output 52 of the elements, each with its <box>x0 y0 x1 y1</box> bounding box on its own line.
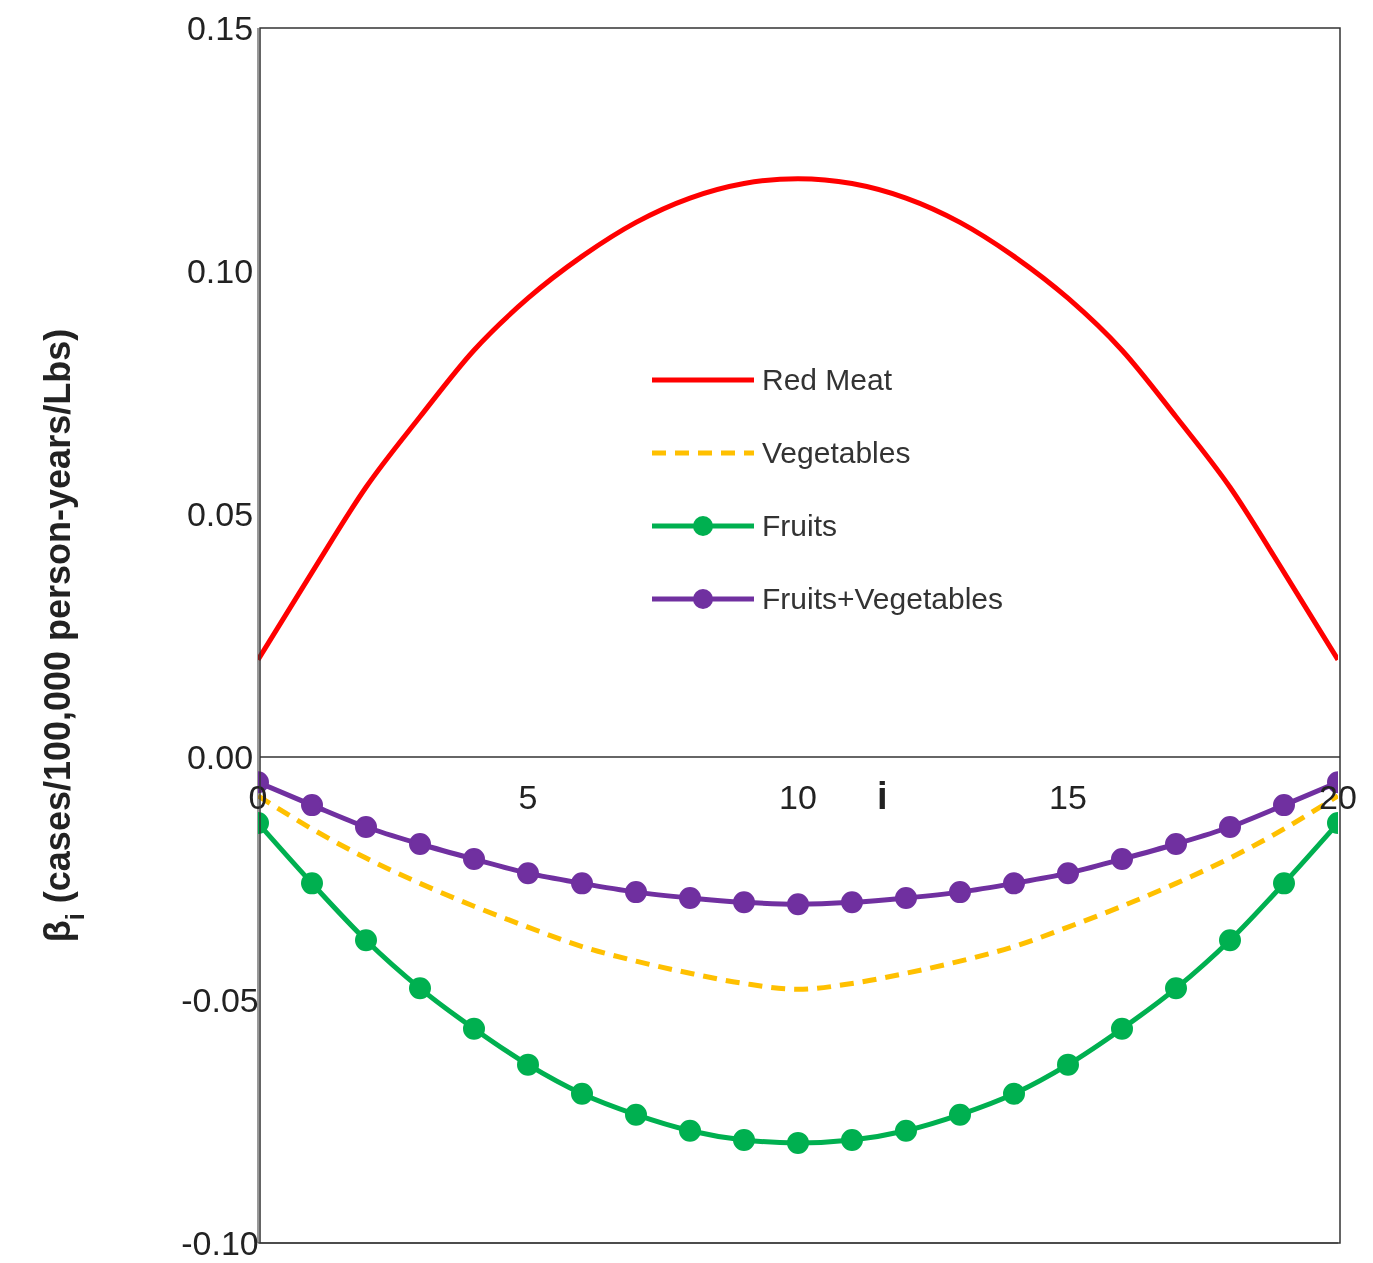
x-axis-title: i <box>876 775 888 817</box>
legend-label: Fruits <box>762 508 837 543</box>
point <box>1273 872 1295 895</box>
point <box>301 794 323 817</box>
point <box>625 881 647 904</box>
point <box>1057 862 1079 885</box>
point <box>1165 832 1187 855</box>
point <box>1111 848 1133 871</box>
y-tick-label: -0.10 <box>181 1224 259 1262</box>
point <box>949 881 971 904</box>
point <box>625 1103 647 1126</box>
point <box>787 1131 809 1154</box>
x-tick-label: 5 <box>518 778 538 816</box>
point <box>1165 977 1187 1000</box>
point <box>841 1128 863 1151</box>
x-tick-label: 15 <box>1049 778 1087 816</box>
point <box>463 1017 485 1040</box>
y-tick-label: 0.15 <box>186 9 254 47</box>
point <box>355 815 377 838</box>
point <box>1057 1053 1079 1076</box>
point <box>733 1128 755 1151</box>
point <box>895 1119 917 1142</box>
point <box>841 891 863 914</box>
point <box>733 891 755 914</box>
point <box>1219 815 1241 838</box>
point <box>949 1103 971 1126</box>
y-tick-label: -0.05 <box>181 981 259 1019</box>
point <box>355 929 377 952</box>
point <box>1003 1082 1025 1105</box>
point <box>409 977 431 1000</box>
y-tick-label: 0.10 <box>186 252 254 290</box>
point <box>517 1053 539 1076</box>
x-tick-label: 10 <box>779 778 817 816</box>
point <box>1111 1017 1133 1040</box>
y-tick-label: 0.05 <box>186 495 254 533</box>
point <box>301 872 323 895</box>
y-tick-label: 0.00 <box>186 738 254 776</box>
point <box>895 886 917 909</box>
legend-label: Vegetables <box>762 435 911 470</box>
point <box>463 848 485 871</box>
point <box>679 1119 701 1142</box>
point <box>1219 929 1241 952</box>
legend-label: Red Meat <box>762 362 893 397</box>
point <box>517 862 539 885</box>
point <box>409 832 431 855</box>
point <box>571 872 593 895</box>
legend-label: Fruits+Vegetables <box>762 581 1003 616</box>
point <box>1003 872 1025 895</box>
point <box>787 893 809 916</box>
point <box>1273 794 1295 817</box>
point <box>571 1082 593 1105</box>
point <box>679 886 701 909</box>
